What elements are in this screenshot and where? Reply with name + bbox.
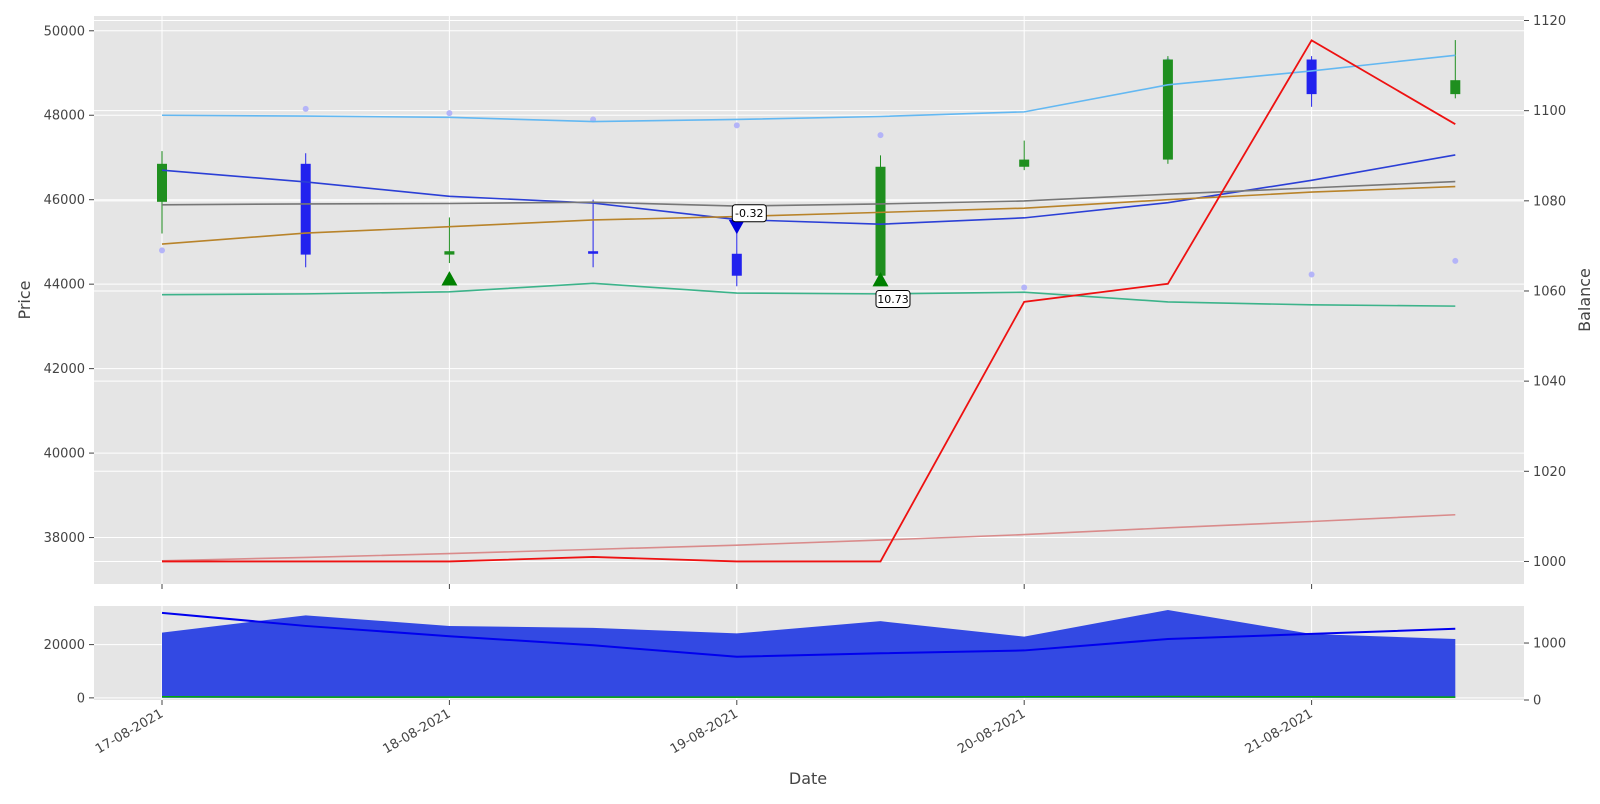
price-dot xyxy=(1452,257,1459,264)
volume-area xyxy=(162,609,1456,698)
annotation-box xyxy=(731,204,767,223)
candle-body xyxy=(444,251,455,255)
candle-body xyxy=(731,253,742,276)
y-axis-label-price: Price xyxy=(15,280,34,319)
volume-balance-line xyxy=(161,611,1456,658)
buy-marker xyxy=(872,271,889,287)
balance-tick-label: 1020 xyxy=(1533,465,1566,480)
date-tick-label: 17-08-2021 xyxy=(93,706,166,757)
indicator-line-2 xyxy=(161,180,1456,207)
indicator-line-5 xyxy=(161,513,1456,562)
sell-marker xyxy=(728,219,745,235)
annotation-label: 10.73 xyxy=(877,293,909,306)
indicator-line-0 xyxy=(161,54,1456,123)
balance-tick-label: 1120 xyxy=(1533,14,1566,29)
candle-body xyxy=(157,163,167,202)
volume-baseline-line xyxy=(161,695,1456,698)
balance-tick-label: 1100 xyxy=(1533,104,1566,119)
price-dot xyxy=(877,132,884,139)
date-tick-label: 20-08-2021 xyxy=(955,706,1028,757)
candle-body xyxy=(300,163,311,255)
date-tick-label: 19-08-2021 xyxy=(668,706,741,757)
annotation-box xyxy=(875,289,911,308)
price-dot xyxy=(1308,271,1315,278)
price-dot xyxy=(159,247,165,254)
price-panel-background xyxy=(94,16,1524,584)
price-dot xyxy=(446,110,453,117)
date-tick-label: 18-08-2021 xyxy=(380,706,453,757)
candle-body xyxy=(1162,59,1173,160)
candle-body xyxy=(875,166,886,276)
balance-line xyxy=(162,39,1456,563)
balance-tick-label: 1000 xyxy=(1533,555,1566,570)
candle-body xyxy=(1450,80,1461,95)
price-dot xyxy=(1021,284,1028,291)
candle-body xyxy=(1306,59,1317,95)
volume-right-tick-label: 1000 xyxy=(1533,637,1566,652)
indicator-line-3 xyxy=(161,185,1456,245)
price-tick-label: 48000 xyxy=(44,109,85,124)
balance-tick-label: 1040 xyxy=(1533,375,1566,390)
price-tick-label: 44000 xyxy=(44,278,85,293)
price-tick-label: 50000 xyxy=(44,24,85,39)
y-axis-label-balance: Balance xyxy=(1575,268,1594,332)
price-tick-label: 40000 xyxy=(44,447,85,462)
buy-marker xyxy=(441,271,458,286)
balance-tick-label: 1080 xyxy=(1533,194,1566,209)
volume-tick-label: 20000 xyxy=(44,638,85,653)
candle-body xyxy=(1019,159,1030,167)
balance-tick-label: 1060 xyxy=(1533,284,1566,299)
volume-right-tick-label: 0 xyxy=(1533,694,1541,709)
volume-tick-label: 0 xyxy=(77,691,85,706)
price-dot xyxy=(302,105,309,112)
price-tick-label: 38000 xyxy=(44,531,85,546)
price-tick-label: 42000 xyxy=(44,362,85,377)
indicator-line-4 xyxy=(161,282,1456,307)
x-axis-label: Date xyxy=(789,769,827,788)
price-dot xyxy=(733,122,740,129)
price-tick-label: 46000 xyxy=(44,193,85,208)
annotation-label: -0.32 xyxy=(735,207,763,220)
candle-body xyxy=(588,251,599,254)
date-tick-label: 21-08-2021 xyxy=(1243,706,1316,757)
volume-panel xyxy=(161,609,1456,698)
price-panel: -0.32 10.73 xyxy=(157,39,1461,563)
